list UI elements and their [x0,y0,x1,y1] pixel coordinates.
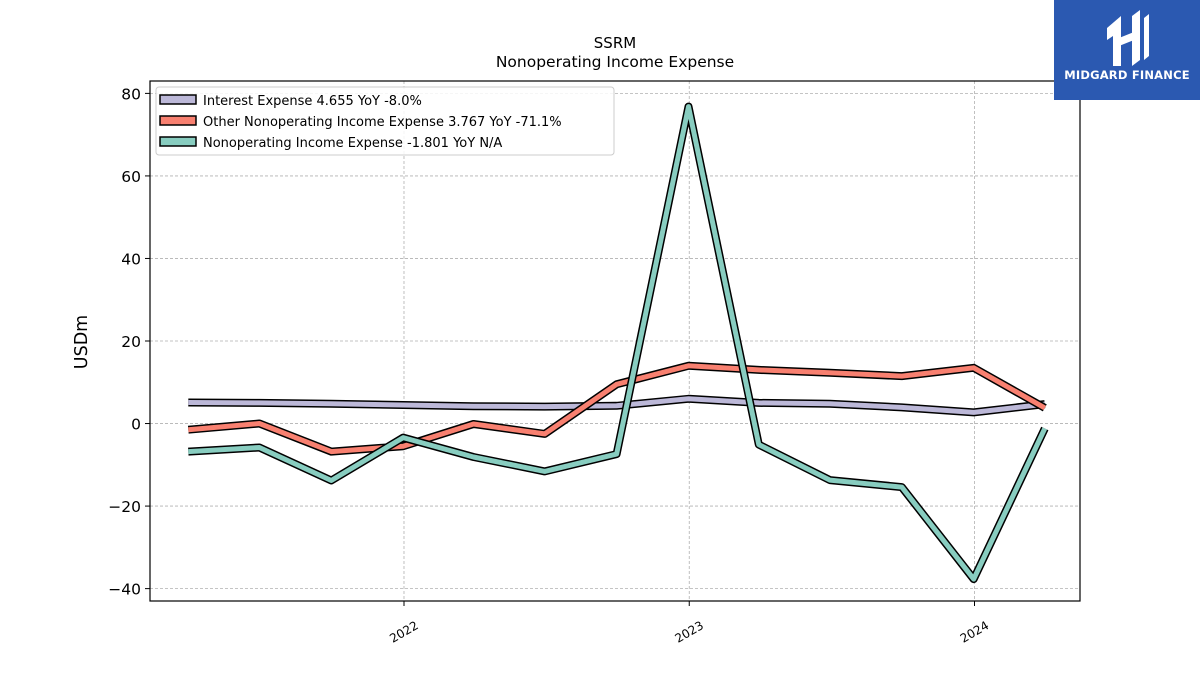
series-lines [187,102,1049,584]
series-line [188,363,1047,455]
legend-label: Interest Expense 4.655 YoY -8.0% [203,94,422,109]
series-1 [188,394,1046,417]
brand-logo-mark-icon [1107,10,1149,66]
brand-logo: MIDGARD FINANCE [1054,0,1200,100]
y-tick-label: 80 [121,85,141,103]
legend-swatch [159,115,197,126]
chart-subtitle: Nonoperating Income Expense [496,53,734,71]
series-3 [188,102,1049,584]
series-2 [187,361,1047,456]
y-tick-label: 40 [121,250,141,268]
legend-label: Nonoperating Income Expense -1.801 YoY N… [203,136,502,151]
x-tick-label: 2024 [958,618,991,645]
y-tick-label: −40 [108,581,141,599]
y-tick-label: 0 [131,416,141,434]
legend-label: Other Nonoperating Income Expense 3.767 … [203,115,562,130]
plot-frame [149,80,1081,602]
axis-ticks: 80 60 40 20 0 −20 −40 2022 2023 2024 [108,85,991,645]
legend-box [155,86,615,156]
brand-logo-text: MIDGARD FINANCE [1064,68,1190,82]
chart-title: SSRM [594,34,636,52]
series-line [188,104,1048,582]
y-axis-label: USDm [72,315,92,369]
legend-swatch [159,136,197,147]
legend-swatch [159,94,197,105]
y-tick-label: 60 [121,168,141,186]
series-line [188,396,1046,415]
y-tick-label: 20 [121,333,141,351]
grid [150,81,1080,601]
legend: Interest Expense 4.655 YoY -8.0% Other No… [155,86,615,156]
x-tick-label: 2022 [387,618,420,645]
x-tick-label: 2023 [673,618,706,645]
y-tick-label: −20 [108,498,141,516]
